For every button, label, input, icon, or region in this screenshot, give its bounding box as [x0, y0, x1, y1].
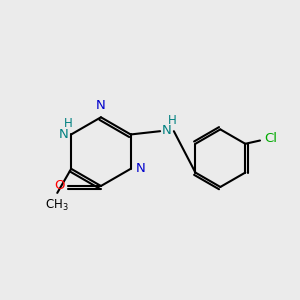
- Text: O: O: [54, 179, 64, 193]
- Text: H: H: [64, 116, 73, 130]
- Text: CH$_3$: CH$_3$: [45, 198, 69, 213]
- Text: N: N: [136, 162, 145, 175]
- Text: N: N: [59, 128, 69, 141]
- Text: Cl: Cl: [264, 132, 277, 146]
- Text: N: N: [162, 124, 172, 137]
- Text: H: H: [168, 114, 177, 127]
- Text: N: N: [96, 99, 106, 112]
